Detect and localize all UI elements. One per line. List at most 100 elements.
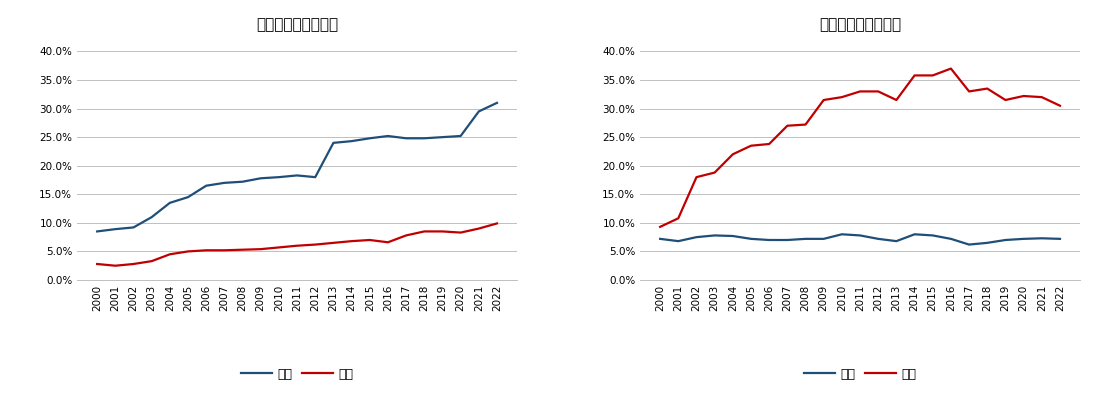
台湾 bbox=[853, 233, 866, 238]
中国 bbox=[707, 170, 721, 175]
Legend: 台湾, 中国: 台湾, 中国 bbox=[799, 363, 921, 386]
台湾 bbox=[291, 173, 304, 178]
台湾 bbox=[672, 239, 685, 244]
中国 bbox=[817, 98, 830, 102]
中国 bbox=[926, 73, 939, 78]
中国 bbox=[345, 239, 358, 244]
台湾 bbox=[218, 180, 231, 185]
中国 bbox=[272, 245, 285, 250]
中国 bbox=[690, 175, 703, 180]
台湾 bbox=[345, 139, 358, 144]
中国 bbox=[1054, 103, 1067, 108]
台湾 bbox=[472, 109, 485, 114]
台湾 bbox=[90, 229, 104, 234]
中国 bbox=[653, 224, 667, 229]
台湾 bbox=[763, 238, 776, 242]
中国 bbox=[145, 259, 159, 264]
台湾 bbox=[726, 234, 739, 238]
中国 bbox=[127, 262, 140, 266]
中国 bbox=[744, 143, 757, 148]
Title: 輸入に占めるシェア: 輸入に占めるシェア bbox=[819, 17, 901, 32]
台湾 bbox=[236, 179, 249, 184]
中国 bbox=[182, 249, 195, 254]
台湾 bbox=[490, 100, 504, 105]
中国 bbox=[364, 238, 377, 242]
中国 bbox=[381, 240, 395, 245]
中国 bbox=[291, 243, 304, 248]
中国 bbox=[309, 242, 322, 247]
中国 bbox=[835, 95, 849, 100]
中国 bbox=[1017, 94, 1030, 98]
台湾 bbox=[418, 136, 431, 141]
中国 bbox=[889, 98, 903, 102]
中国 bbox=[218, 248, 231, 253]
台湾 bbox=[182, 195, 195, 200]
中国 bbox=[853, 89, 866, 94]
台湾 bbox=[944, 236, 958, 241]
台湾 bbox=[272, 175, 285, 180]
台湾 bbox=[163, 200, 176, 205]
中国 bbox=[90, 262, 104, 266]
台湾 bbox=[381, 134, 395, 138]
中国 bbox=[490, 221, 504, 226]
台湾 bbox=[364, 136, 377, 141]
台湾 bbox=[127, 225, 140, 230]
中国 bbox=[163, 252, 176, 257]
Line: 台湾: 台湾 bbox=[97, 103, 497, 232]
中国 bbox=[472, 226, 485, 231]
台湾 bbox=[454, 134, 467, 138]
台湾 bbox=[744, 236, 757, 241]
中国 bbox=[908, 73, 921, 78]
Line: 中国: 中国 bbox=[660, 68, 1060, 227]
台湾 bbox=[981, 240, 994, 245]
中国 bbox=[672, 216, 685, 221]
中国 bbox=[400, 233, 413, 238]
中国 bbox=[327, 240, 341, 245]
中国 bbox=[981, 86, 994, 91]
中国 bbox=[1035, 95, 1048, 100]
台湾 bbox=[690, 235, 703, 240]
中国 bbox=[436, 229, 450, 234]
台湾 bbox=[908, 232, 921, 237]
台湾 bbox=[653, 236, 667, 241]
台湾 bbox=[926, 233, 939, 238]
中国 bbox=[255, 247, 268, 252]
台湾 bbox=[327, 140, 341, 145]
中国 bbox=[962, 89, 975, 94]
中国 bbox=[199, 248, 213, 253]
台湾 bbox=[799, 236, 812, 241]
Title: 輸出に占めるシェア: 輸出に占めるシェア bbox=[256, 17, 338, 32]
中国 bbox=[418, 229, 431, 234]
中国 bbox=[944, 66, 958, 71]
台湾 bbox=[817, 236, 830, 241]
中国 bbox=[236, 247, 249, 252]
中国 bbox=[109, 263, 122, 268]
台湾 bbox=[109, 227, 122, 232]
台湾 bbox=[889, 239, 903, 244]
台湾 bbox=[309, 175, 322, 180]
中国 bbox=[872, 89, 885, 94]
台湾 bbox=[1035, 236, 1048, 241]
台湾 bbox=[872, 236, 885, 241]
中国 bbox=[799, 122, 812, 127]
台湾 bbox=[707, 233, 721, 238]
台湾 bbox=[255, 176, 268, 181]
台湾 bbox=[436, 135, 450, 140]
中国 bbox=[454, 230, 467, 235]
Line: 中国: 中国 bbox=[97, 224, 497, 266]
台湾 bbox=[1017, 236, 1030, 241]
Line: 台湾: 台湾 bbox=[660, 234, 1060, 244]
中国 bbox=[998, 98, 1012, 102]
台湾 bbox=[400, 136, 413, 141]
台湾 bbox=[780, 238, 793, 242]
Legend: 台湾, 中国: 台湾, 中国 bbox=[236, 363, 358, 386]
台湾 bbox=[962, 242, 975, 247]
台湾 bbox=[145, 215, 159, 220]
台湾 bbox=[835, 232, 849, 237]
中国 bbox=[726, 152, 739, 157]
台湾 bbox=[998, 238, 1012, 242]
台湾 bbox=[1054, 236, 1067, 241]
台湾 bbox=[199, 183, 213, 188]
中国 bbox=[780, 123, 793, 128]
中国 bbox=[763, 142, 776, 146]
